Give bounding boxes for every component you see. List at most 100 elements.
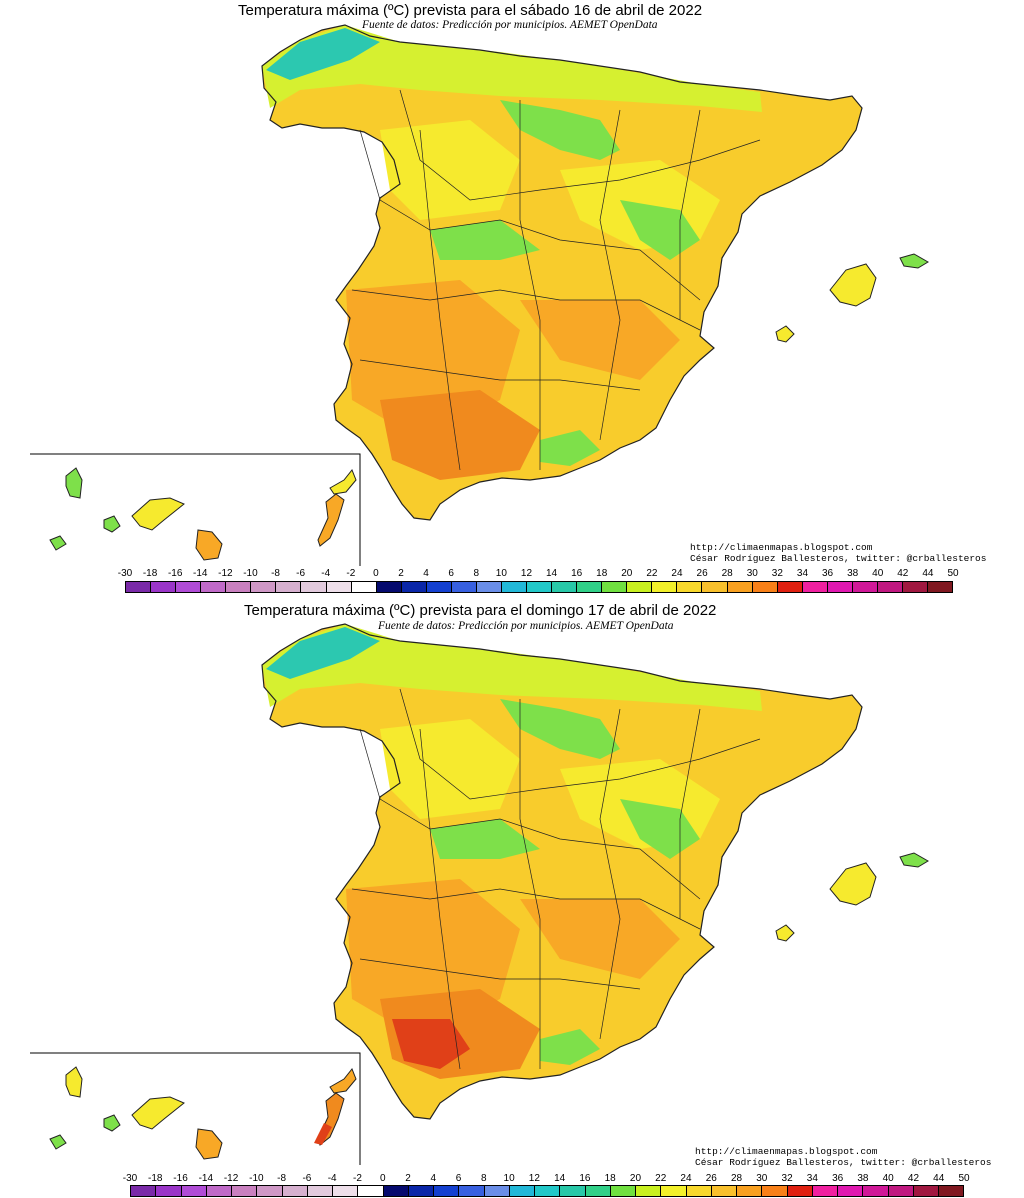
galicia-cool-area (266, 627, 380, 679)
scale-swatch (434, 1186, 460, 1196)
scale-swatch (176, 582, 202, 592)
scale-tick-label: -2 (346, 568, 356, 579)
scale-tick-label: 30 (756, 1173, 768, 1184)
scale-tick-label: 42 (897, 568, 909, 579)
province-border (599, 109, 621, 441)
scale-tick-label: 38 (847, 568, 859, 579)
credit-url[interactable]: http://climaenmapas.blogspot.com (690, 542, 873, 553)
canary-island (103, 515, 121, 533)
data-source-subtitle: Fuente de datos: Predicción por municipi… (362, 19, 658, 31)
scale-tick-label: 38 (857, 1173, 869, 1184)
scale-tick-label: -18 (148, 1173, 163, 1184)
mallorca-island (829, 263, 877, 307)
ibiza-island (775, 325, 795, 343)
scale-tick-label: -16 (167, 568, 183, 579)
canary-island (65, 1066, 83, 1098)
color-scale-bar (125, 581, 953, 593)
scale-tick-label: 34 (796, 568, 809, 579)
scale-tick-label: -8 (271, 568, 280, 579)
scale-swatch (702, 582, 728, 592)
scale-tick-label: 2 (405, 1173, 411, 1184)
canary-island (49, 1134, 67, 1150)
scale-swatch (126, 582, 152, 592)
scale-swatch (351, 582, 377, 592)
scale-swatch (484, 1186, 510, 1196)
scale-swatch (902, 582, 928, 592)
province-border (399, 688, 761, 800)
scale-swatch (301, 582, 327, 592)
scale-tick-label: -30 (122, 1173, 138, 1184)
scale-tick-label: 18 (604, 1173, 616, 1184)
cantabrian-range-cool (500, 699, 620, 759)
ibiza-island (775, 924, 795, 942)
scale-swatch (913, 1186, 939, 1196)
scale-swatch (459, 1186, 485, 1196)
scale-swatch (376, 582, 402, 592)
canary-island (195, 529, 223, 561)
central-system-cool (430, 819, 540, 859)
scale-tick-label: 6 (448, 568, 454, 579)
scale-swatch (426, 582, 452, 592)
scale-swatch (358, 1186, 384, 1196)
scale-swatch (827, 582, 853, 592)
scale-tick-label: 36 (832, 1173, 844, 1184)
scale-tick-label: 30 (746, 568, 758, 579)
scale-tick-label: -8 (277, 1173, 287, 1184)
scale-swatch (333, 1186, 359, 1196)
sierra-nevada-cool (540, 1029, 600, 1065)
province-border (351, 888, 701, 930)
scale-swatch (509, 1186, 535, 1196)
credit-url[interactable]: http://climaenmapas.blogspot.com (695, 1146, 878, 1157)
scale-tick-label: 2 (398, 568, 404, 579)
scale-tick-label: 10 (495, 568, 507, 579)
scale-swatch (131, 1186, 157, 1196)
scale-tick-label: -14 (198, 1173, 214, 1184)
scale-tick-label: 36 (821, 568, 834, 579)
scale-swatch (156, 1186, 182, 1196)
province-border (359, 359, 641, 391)
peninsula-outline (261, 24, 863, 521)
scale-tick-label: 18 (596, 568, 608, 579)
scale-tick-label: -14 (193, 568, 208, 579)
scale-tick-label: 28 (721, 568, 733, 579)
scale-tick-label: 12 (520, 568, 533, 579)
province-border (359, 129, 701, 301)
canary-inset-frame (30, 1052, 361, 1165)
scale-swatch (802, 582, 828, 592)
scale-swatch (577, 582, 603, 592)
province-border (599, 708, 621, 1040)
scale-swatch (863, 1186, 889, 1196)
scale-tick-label: 24 (671, 568, 683, 579)
scale-swatch (451, 582, 477, 592)
canary-island (131, 1096, 185, 1130)
guadalquivir-warm-area (380, 390, 540, 480)
fuerteventura-hot-spot (314, 1123, 332, 1145)
map-title: Temperatura máxima (ºC) prevista para el… (244, 602, 717, 619)
color-scale-bar (130, 1185, 964, 1197)
scale-tick-label: -12 (218, 568, 233, 579)
scale-tick-label: 24 (680, 1173, 692, 1184)
scale-swatch (627, 582, 653, 592)
map-panel-sunday: Temperatura máxima (ºC) prevista para el… (0, 599, 1024, 1198)
north-coast-band (262, 624, 762, 711)
scale-tick-label: 26 (705, 1173, 717, 1184)
canary-island (49, 535, 67, 551)
province-border (419, 728, 461, 1070)
scale-tick-label: 0 (373, 568, 379, 579)
scale-swatch (610, 1186, 636, 1196)
canary-island (329, 1068, 357, 1094)
province-border (359, 958, 641, 990)
scale-swatch (838, 1186, 864, 1196)
temperature-map (30, 24, 929, 566)
scale-tick-label: -2 (353, 1173, 362, 1184)
canary-island (317, 493, 345, 547)
scale-swatch (408, 1186, 434, 1196)
scale-tick-label: 44 (933, 1173, 945, 1184)
scale-tick-label: 32 (771, 568, 783, 579)
scale-swatch (151, 582, 177, 592)
scale-tick-label: 22 (646, 568, 658, 579)
scale-swatch (677, 582, 703, 592)
scale-tick-label: 28 (730, 1173, 743, 1184)
scale-swatch (877, 582, 903, 592)
scale-swatch (560, 1186, 586, 1196)
